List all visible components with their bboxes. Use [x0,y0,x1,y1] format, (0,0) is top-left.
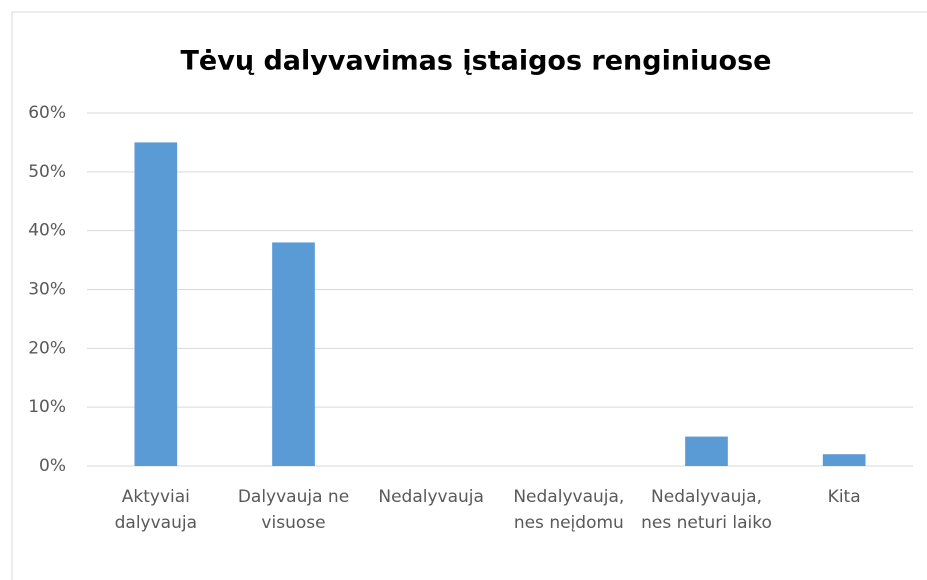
x-tick-label: Dalyvauja ne visuose [237,487,350,533]
bar [272,242,315,466]
y-tick-label: 0% [39,456,66,476]
bar [822,454,866,466]
bar [134,142,178,466]
y-tick-label: 40% [28,221,66,241]
y-tick-label: 50% [28,162,66,182]
y-tick-label: 60% [28,103,66,123]
x-tick-label: Kita [827,487,861,507]
x-tick-label: Nedalyvauja, nes neturi laiko [641,487,772,533]
bar [685,436,728,466]
x-tick-label: Aktyviai dalyvauja [114,487,198,533]
x-tick-label: Nedalyvauja [378,487,484,507]
x-tick-label: Nedalyvauja, nes neįdomu [513,487,625,533]
chart-title: Tėvų dalyvavimas įstaigos renginiuose [181,46,772,77]
y-tick-label: 20% [28,338,66,358]
y-tick-label: 10% [28,397,66,417]
y-tick-label: 30% [28,280,66,300]
